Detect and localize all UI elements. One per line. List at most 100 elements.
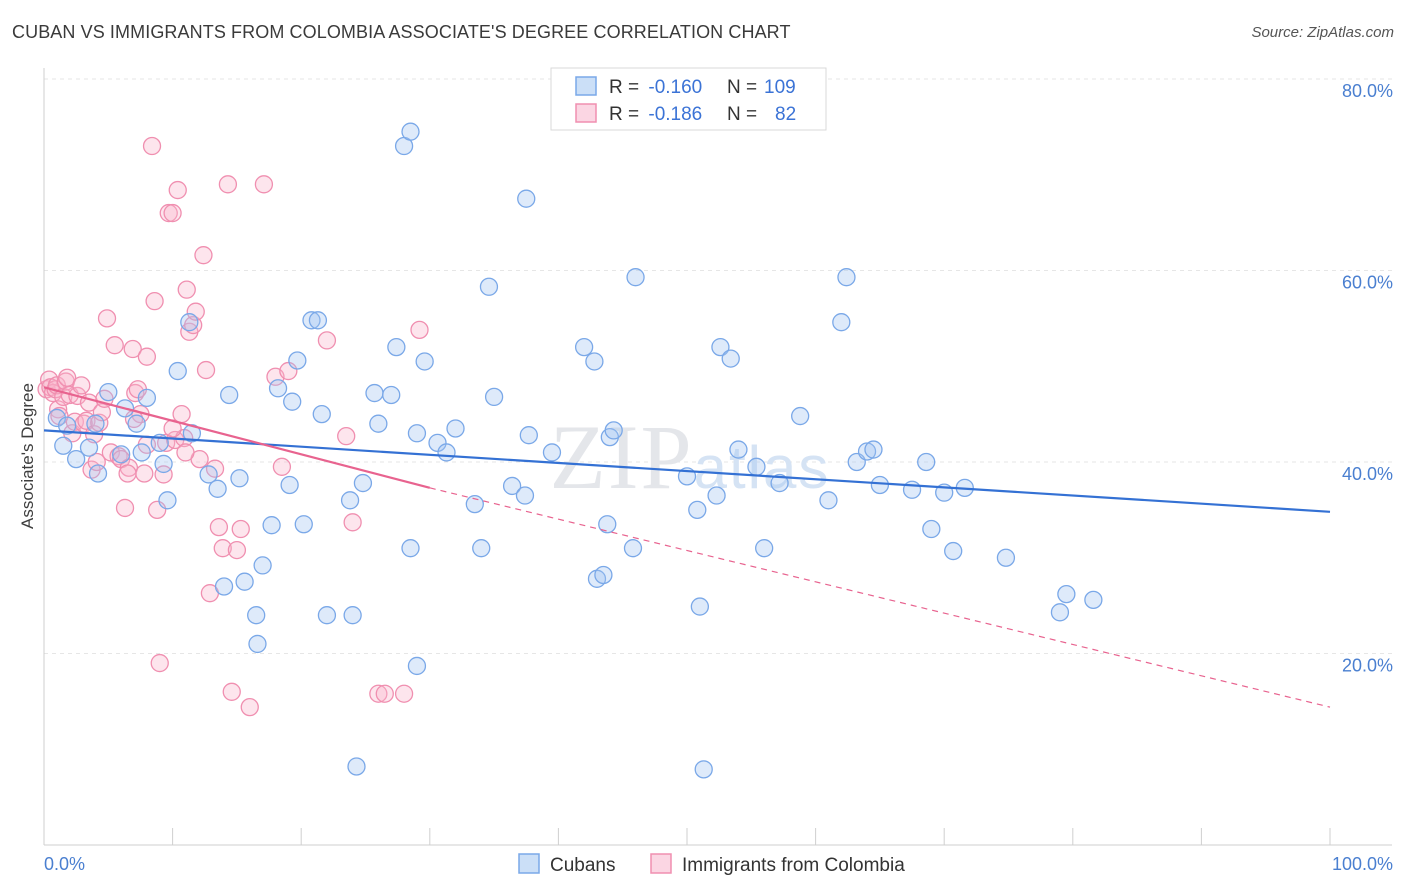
legend-n-value-cubans: 109 [764,77,796,98]
legend-swatch-colombia [575,103,597,123]
cubans-point [594,565,613,585]
colombia-point [145,291,164,311]
cubans-point [294,515,313,534]
cubans-point [519,426,538,445]
cubans-points [47,122,1103,779]
cubans-point [137,388,157,407]
cubans-point [585,352,604,371]
cubans-point [857,442,877,461]
colombia-points [37,136,429,717]
cubans-point [262,516,281,535]
colombia-point [186,302,205,321]
cubans-point [54,436,73,455]
cubans-point [158,491,177,510]
legend-n-label-cubans: N = [727,77,762,98]
cubans-point [154,454,173,474]
cubans-point [944,541,963,561]
colombia-point [218,175,238,194]
colombia-point [150,653,169,673]
cubans-point [247,606,266,625]
colombia-point [240,697,259,717]
cubans-point [47,408,67,428]
legend-r-value-colombia: -0.186 [648,104,702,125]
colombia-point [196,360,216,380]
cubans-point [253,556,272,575]
colombia-point [168,180,187,200]
watermark-atlas: atlas [694,434,831,501]
cubans-point [437,443,456,462]
cubans-point [280,475,299,495]
cubans-point [112,445,131,464]
y-tick-label: 40.0% [1342,464,1393,484]
cubans-point [382,385,401,405]
cubans-point [711,337,730,357]
cubans-point [574,337,594,357]
colombia-point [317,331,337,350]
x-tick-label-max: 100.0% [1332,854,1393,874]
bottom-legend-colombia: Immigrants from Colombia [682,855,905,876]
colombia-point [227,540,247,560]
cubans-point [220,385,239,405]
cubans-point [407,424,427,443]
cubans-point [446,419,465,438]
cubans-point [837,268,856,287]
colombia-point [109,447,128,466]
cubans-point [230,469,249,488]
source-credit: Source: ZipAtlas.com [1251,24,1394,41]
cubans-point [604,421,623,440]
cubans-point [132,443,151,462]
colombia-point [97,309,117,328]
cubans-point [832,313,851,332]
y-tick-label: 80.0% [1342,81,1393,101]
cubans-point [214,577,234,596]
chart-title: CUBAN VS IMMIGRANTS FROM COLOMBIA ASSOCI… [12,22,791,42]
colombia-point [369,684,388,703]
colombia-point [343,513,362,532]
cubans-point [340,491,360,510]
cubans-point [747,457,766,476]
cubans-point [387,337,406,357]
cubans-point [369,414,388,433]
cubans-point [707,486,726,505]
bottom-legend-swatch-colombia [650,853,672,874]
cubans-point [288,351,307,370]
stats-legend: R = -0.160 N = 109 R = -0.186 N = 82 [550,67,827,131]
cubans-point [180,313,199,332]
colombia-point [394,684,414,703]
cubans-point [1084,590,1103,610]
colombia-point [213,539,232,558]
cubans-point [465,494,484,514]
cubans-point [917,452,936,472]
colombia-point [194,246,213,265]
colombia-point [92,403,112,422]
cubans-point [690,597,710,616]
cubans-point [515,486,535,505]
cubans-point [317,606,337,625]
colombia-point [72,376,91,395]
colombia-point [209,517,229,537]
colombia-point [135,464,154,483]
colombia-point [176,443,195,462]
colombia-point [177,280,196,299]
cubans-point [870,475,890,495]
cubans-point [302,311,321,330]
bottom-legend-cubans: Cubans [550,855,616,876]
cubans-point [86,414,105,433]
cubans-point [996,548,1016,567]
cubans-point [343,606,362,625]
cubans-point [479,277,499,296]
cubans-point [721,349,740,368]
colombia-point [137,347,157,366]
cubans-point [694,760,713,779]
series-legend: Cubans Immigrants from Colombia [518,853,905,876]
cubans-point [598,515,617,534]
y-tick-label: 60.0% [1342,273,1393,293]
cubans-point [902,480,922,499]
colombia-point [375,684,394,703]
legend-n-label-colombia: N = [727,104,762,125]
cubans-point [729,440,748,459]
cubans-point [484,387,504,407]
cubans-point [401,122,420,141]
